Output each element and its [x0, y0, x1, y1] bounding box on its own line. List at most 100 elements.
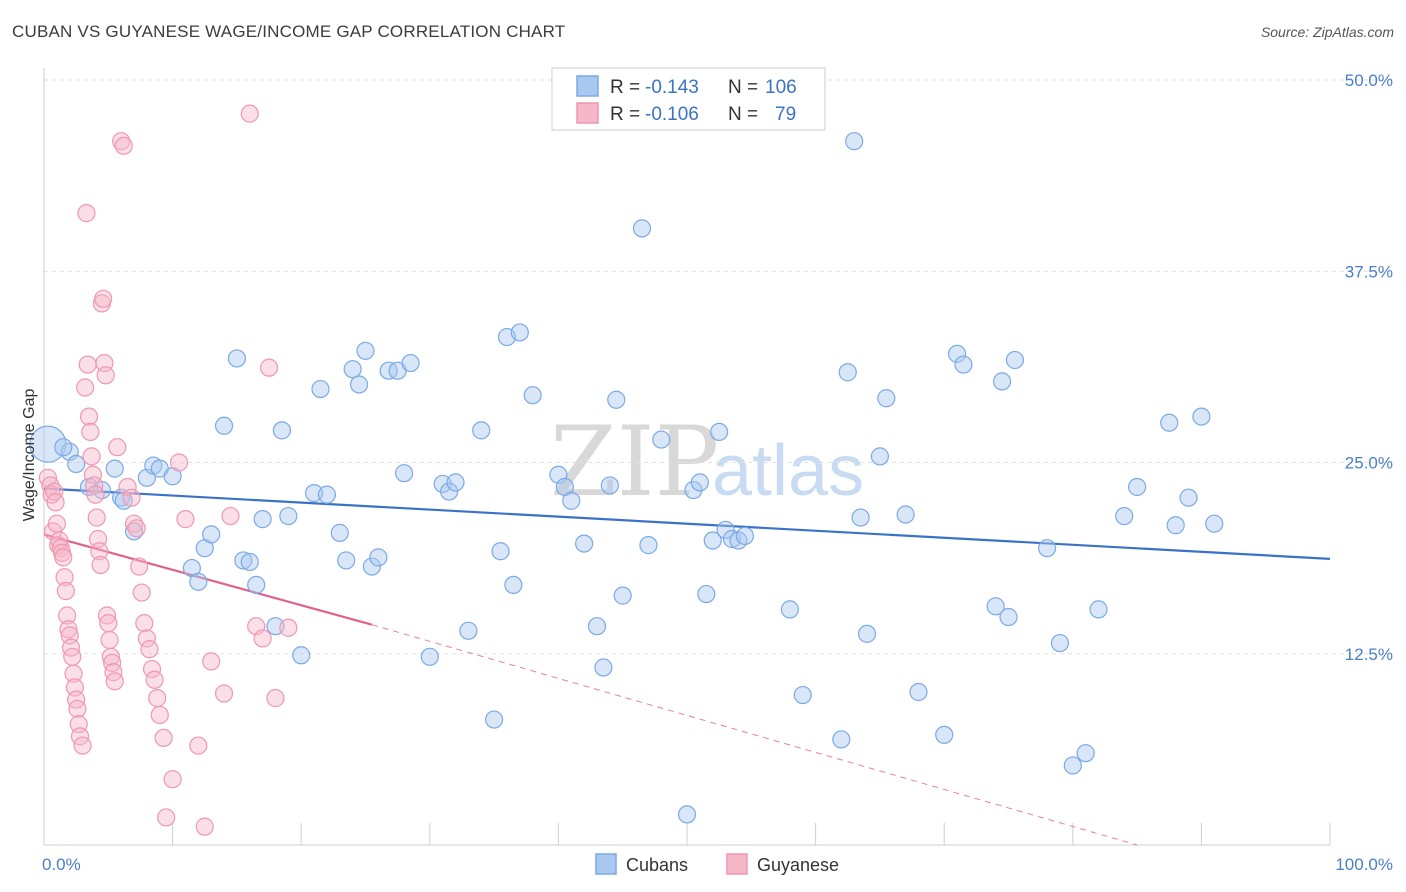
point-cubans: [67, 454, 86, 474]
point-cubans: [1160, 413, 1179, 432]
bottom-legend-label-cubans: Cubans: [626, 855, 688, 875]
point-cubans: [832, 730, 851, 749]
point-guyanese: [157, 808, 176, 827]
point-cubans: [992, 372, 1012, 391]
legend-n-value-guyanese: 79: [775, 104, 796, 125]
point-guyanese: [214, 684, 234, 703]
point-cubans: [420, 647, 439, 666]
top-legend: R = -0.143 N = 106 R = -0.106 N = 79: [551, 67, 826, 131]
point-cubans: [1166, 516, 1185, 535]
point-cubans: [439, 482, 459, 501]
point-guyanese: [176, 510, 195, 529]
point-cubans: [780, 600, 799, 619]
point-cubans: [838, 363, 857, 382]
point-guyanese: [279, 618, 298, 637]
point-cubans: [510, 323, 529, 342]
point-cubans: [594, 658, 613, 677]
point-cubans: [793, 685, 812, 705]
point-guyanese: [100, 630, 119, 650]
point-cubans: [870, 447, 890, 466]
point-guyanese: [46, 493, 65, 512]
point-cubans: [330, 523, 349, 542]
point-cubans: [279, 506, 298, 526]
point-cubans: [639, 536, 658, 555]
legend-n-label-guyanese: N =: [728, 104, 758, 125]
point-cubans: [1115, 506, 1134, 526]
point-cubans: [729, 531, 748, 550]
point-cubans: [1005, 350, 1025, 370]
point-cubans: [613, 586, 632, 605]
point-cubans: [1192, 407, 1211, 426]
point-cubans: [253, 510, 272, 529]
trend-lines: [43, 487, 1331, 846]
data-points: [29, 104, 1224, 836]
point-guyanese: [253, 629, 272, 648]
point-cubans: [214, 416, 234, 435]
legend-n-value-cubans: 106: [765, 77, 797, 98]
point-guyanese: [140, 640, 159, 659]
point-cubans: [234, 551, 253, 570]
point-guyanese: [137, 629, 156, 648]
point-guyanese: [163, 770, 182, 789]
point-cubans: [491, 542, 510, 561]
point-cubans: [523, 386, 542, 405]
trend-line-cubans: [43, 487, 1331, 560]
point-cubans: [851, 508, 870, 527]
point-guyanese: [122, 488, 141, 507]
point-guyanese: [97, 606, 117, 625]
point-cubans: [472, 421, 491, 440]
point-guyanese: [127, 519, 146, 538]
point-guyanese: [77, 204, 96, 223]
point-cubans: [1127, 477, 1147, 497]
point-cubans: [986, 597, 1005, 616]
point-cubans: [459, 621, 478, 640]
point-guyanese: [81, 422, 100, 441]
point-cubans: [369, 548, 388, 567]
point-cubans: [311, 379, 330, 399]
point-cubans: [710, 422, 729, 441]
point-cubans: [112, 488, 131, 507]
y-axis-label: Wage/Income Gap: [21, 389, 38, 522]
point-cubans: [607, 390, 626, 409]
point-guyanese: [154, 728, 173, 748]
point-guyanese: [82, 447, 101, 466]
bottom-legend-swatch-cubans: [595, 853, 617, 875]
point-cubans: [485, 710, 504, 729]
bottom-legend-label-guyanese: Guyanese: [757, 855, 839, 875]
point-cubans: [272, 421, 292, 440]
point-guyanese: [108, 438, 127, 457]
x-tick-labels: 0.0% 100.0%: [42, 855, 1393, 874]
point-cubans: [362, 557, 382, 576]
point-cubans: [632, 219, 652, 238]
point-cubans: [909, 682, 928, 702]
point-guyanese: [86, 485, 105, 504]
point-cubans: [857, 624, 877, 643]
point-guyanese: [47, 514, 66, 533]
point-cubans: [401, 353, 420, 373]
point-cubans: [677, 805, 697, 824]
point-guyanese: [148, 689, 167, 708]
point-cubans: [189, 572, 208, 591]
point-cubans: [575, 534, 594, 553]
point-guyanese: [76, 378, 95, 397]
point-guyanese: [130, 557, 149, 576]
point-guyanese: [91, 555, 110, 575]
point-guyanese: [59, 620, 78, 639]
watermark-zip: ZIP: [550, 406, 719, 518]
bottom-legend-swatch-guyanese: [726, 853, 748, 875]
trend-line-guyanese: [43, 533, 373, 626]
y-tick-label: 12.5%: [1345, 645, 1393, 664]
point-guyanese: [85, 476, 104, 495]
point-guyanese: [132, 583, 151, 602]
point-cubans: [356, 341, 375, 360]
bottom-legend: Cubans Guyanese: [595, 853, 839, 875]
point-guyanese: [103, 653, 122, 673]
point-guyanese: [150, 705, 169, 725]
point-cubans: [504, 575, 523, 595]
point-guyanese: [266, 689, 285, 708]
y-tick-label: 50.0%: [1345, 71, 1393, 90]
point-cubans: [394, 464, 414, 483]
point-cubans: [954, 355, 973, 374]
x-tick-label-max: 100.0%: [1335, 855, 1393, 874]
